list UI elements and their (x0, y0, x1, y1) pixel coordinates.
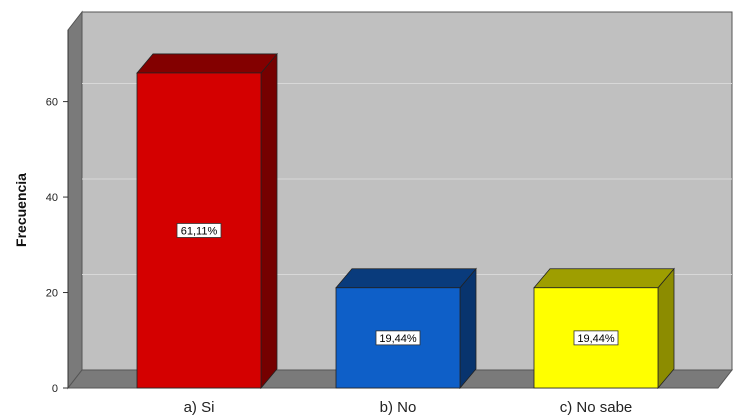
bar-2: 19,44% (335, 267, 477, 390)
bar-3: 19,44% (533, 267, 675, 390)
data-label: 19,44% (379, 333, 417, 345)
bar-1: 61,11% (136, 52, 278, 390)
bar-top (335, 268, 477, 289)
bar-top (136, 53, 278, 74)
y-ticks: 0 20 40 60 (46, 97, 68, 395)
plot-side-wall (67, 10, 83, 390)
bars: 61,11% 19,44% 19,44% (136, 52, 675, 390)
y-tick-label: 60 (46, 97, 58, 109)
data-label-box (573, 330, 619, 346)
y-tick-label: 20 (46, 288, 58, 300)
category-label: b) No (380, 399, 417, 416)
data-label-box (375, 330, 421, 346)
data-label: 19,44% (577, 333, 615, 345)
bar-top (533, 268, 675, 289)
data-label: 61,11% (181, 225, 218, 237)
category-labels: a) Si b) No c) No sabe (184, 399, 633, 416)
category-label: c) No sabe (560, 399, 633, 416)
data-label-box (176, 223, 222, 238)
y-axis-label: Frecuencia (13, 173, 29, 247)
bar-side (260, 52, 278, 390)
y-tick-label: 40 (46, 192, 58, 204)
bar-side (459, 267, 477, 390)
bar-side (657, 267, 675, 390)
category-label: a) Si (184, 399, 215, 416)
y-tick-label: 0 (52, 383, 58, 395)
